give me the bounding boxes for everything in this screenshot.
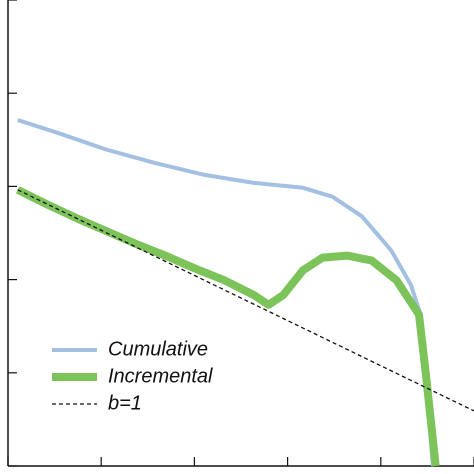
series-line bbox=[17, 189, 474, 412]
legend-label: b=1 bbox=[108, 392, 142, 414]
legend-label: Incremental bbox=[108, 365, 213, 387]
series-line bbox=[15, 186, 440, 467]
series-line bbox=[17, 118, 435, 467]
legend-label: Cumulative bbox=[108, 338, 208, 360]
